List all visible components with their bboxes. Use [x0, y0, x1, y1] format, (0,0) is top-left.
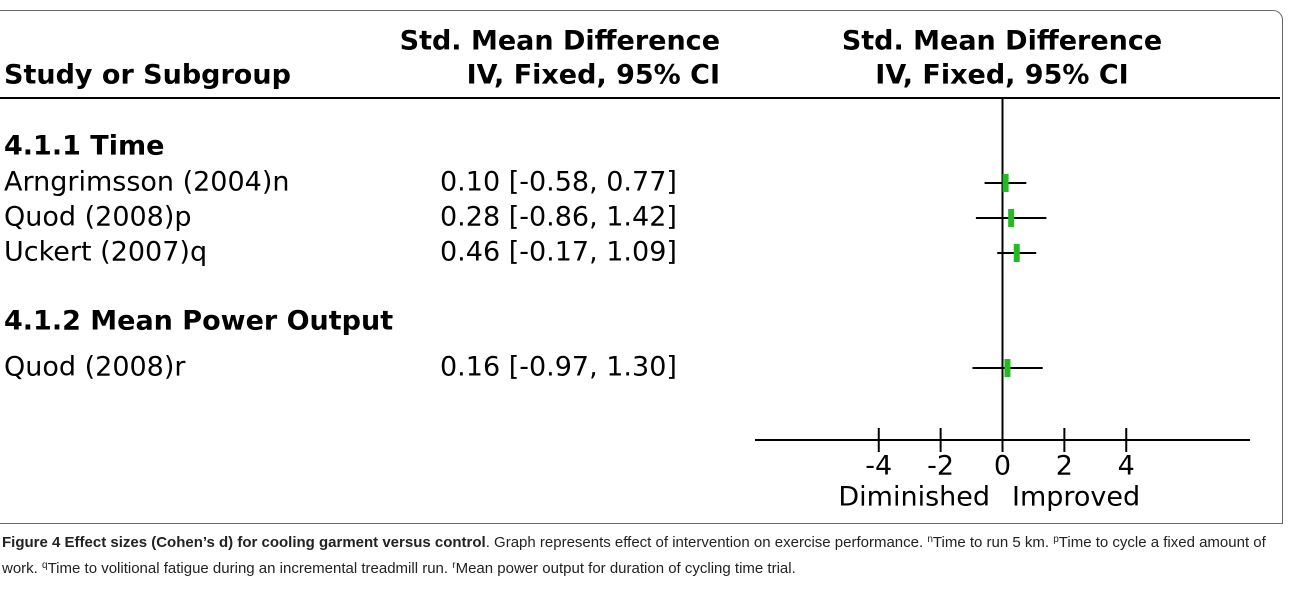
- note-text: Time to cycle a fixed amount of work.: [2, 534, 1266, 577]
- x-tick-label: 4: [1118, 451, 1135, 482]
- caption-label: Figure 4 Effect sizes (Cohen’s d) for co…: [2, 534, 486, 551]
- figure-frame: [0, 10, 1283, 524]
- subgroup-title: 4.1.1 Time: [4, 131, 164, 162]
- x-label-right: Improved: [1012, 482, 1140, 513]
- note-mark: r: [452, 560, 456, 571]
- x-tick-label: 0: [994, 451, 1011, 482]
- effect-label: 0.28 [-0.86, 1.42]: [440, 202, 677, 233]
- caption-text: . Graph represents effect of interventio…: [485, 534, 928, 551]
- effect-label: 0.10 [-0.58, 0.77]: [440, 167, 677, 198]
- effect-label: 0.16 [-0.97, 1.30]: [440, 352, 677, 383]
- study-label: Uckert (2007)q: [4, 237, 207, 268]
- study-label: Arngrimsson (2004)n: [4, 167, 290, 198]
- plot-header: IV, Fixed, 95% CI: [875, 60, 1128, 91]
- note-mark: q: [42, 560, 48, 571]
- caption: Figure 4 Effect sizes (Cohen’s d) for co…: [2, 530, 1280, 582]
- study-label: Quod (2008)p: [4, 202, 192, 233]
- effect-marker: [1004, 359, 1011, 377]
- effect-header: Std. Mean Difference: [400, 26, 720, 57]
- subgroup-title: 4.1.2 Mean Power Output: [4, 306, 393, 337]
- plot-header: Std. Mean Difference: [842, 26, 1162, 57]
- chart: Study or Subgroup Std. Mean Difference I…: [0, 26, 1280, 513]
- note-text: Time to run 5 km.: [932, 534, 1054, 551]
- x-tick-label: 2: [1056, 451, 1073, 482]
- effect-label: 0.46 [-0.17, 1.09]: [440, 237, 677, 268]
- x-label-left: Diminished: [838, 482, 990, 513]
- effect-marker: [1008, 209, 1015, 227]
- note-mark: n: [927, 534, 933, 545]
- effect-marker: [1013, 244, 1020, 262]
- effect-marker: [1002, 174, 1009, 192]
- effect-header: IV, Fixed, 95% CI: [467, 60, 720, 91]
- note-text: Mean power output for duration of cyclin…: [455, 560, 796, 577]
- study-label: Quod (2008)r: [4, 352, 186, 383]
- study-header: Study or Subgroup: [4, 60, 291, 91]
- note-text: Time to volitional fatigue during an inc…: [47, 560, 453, 577]
- note-mark: p: [1053, 534, 1059, 545]
- x-tick-label: -2: [927, 451, 954, 482]
- x-tick-label: -4: [865, 451, 892, 482]
